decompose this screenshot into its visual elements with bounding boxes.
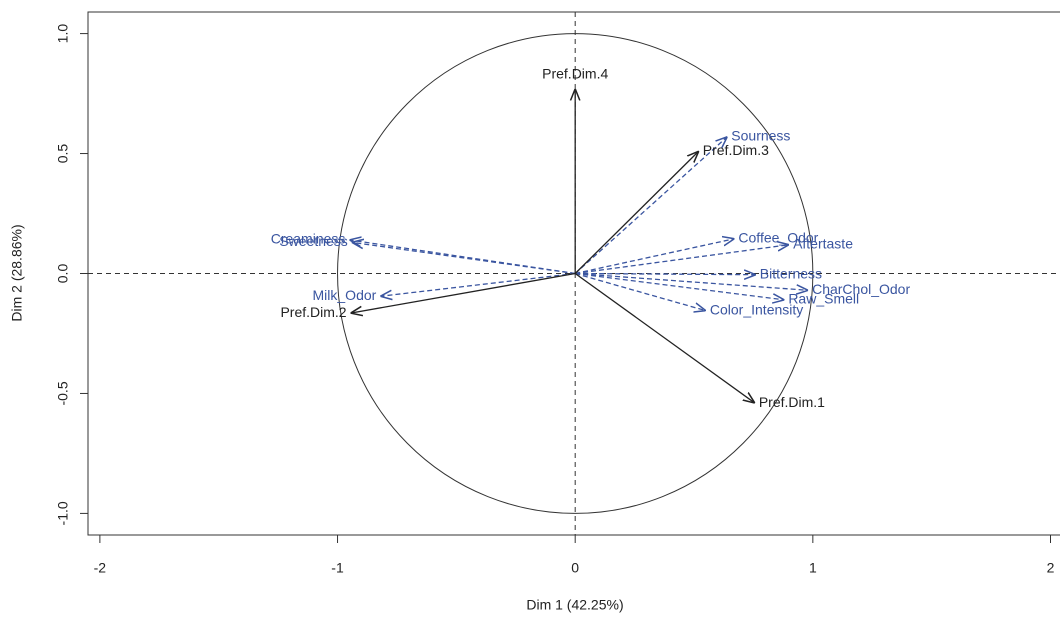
y-axis-label: Dim 2 (28.86%) [9,224,25,321]
x-tick-label: 0 [571,560,579,576]
arrow-label: Pref.Dim.4 [542,65,608,81]
arrow-label: Aftertaste [793,235,853,251]
arrow-label: Bitterness [760,265,822,281]
arrow-label: Color_Intensity [710,301,803,317]
x-tick-label: 1 [809,560,817,576]
arrow [575,151,699,273]
y-tick-label: 0.0 [55,264,71,284]
arrow [575,245,789,274]
arrow [575,239,734,274]
x-tick-label: 2 [1047,560,1055,576]
y-tick-label: -1.0 [55,501,71,525]
x-tick-label: -1 [331,560,344,576]
chart: Dim 1 (42.25%) Dim 2 (28.86%) -2 -1 0 1 2 -1.… [0,0,1060,619]
arrow [575,274,706,311]
arrow-label: Sweetness [279,233,347,249]
y-tick-label: -0.5 [55,381,71,405]
arrow-label: Pref.Dim.3 [703,142,769,158]
arrow-label: Pref.Dim.2 [280,304,346,320]
y-tick-label: 1.0 [55,24,71,44]
arrow [380,274,575,297]
arrow-label: Pref.Dim.1 [759,394,825,410]
arrow [352,242,575,273]
x-tick-label: -2 [94,560,107,576]
y-tick-label: 0.5 [55,144,71,164]
x-axis-label: Dim 1 (42.25%) [526,597,623,613]
arrow [351,274,576,314]
arrow-label: Milk_Odor [313,287,377,303]
